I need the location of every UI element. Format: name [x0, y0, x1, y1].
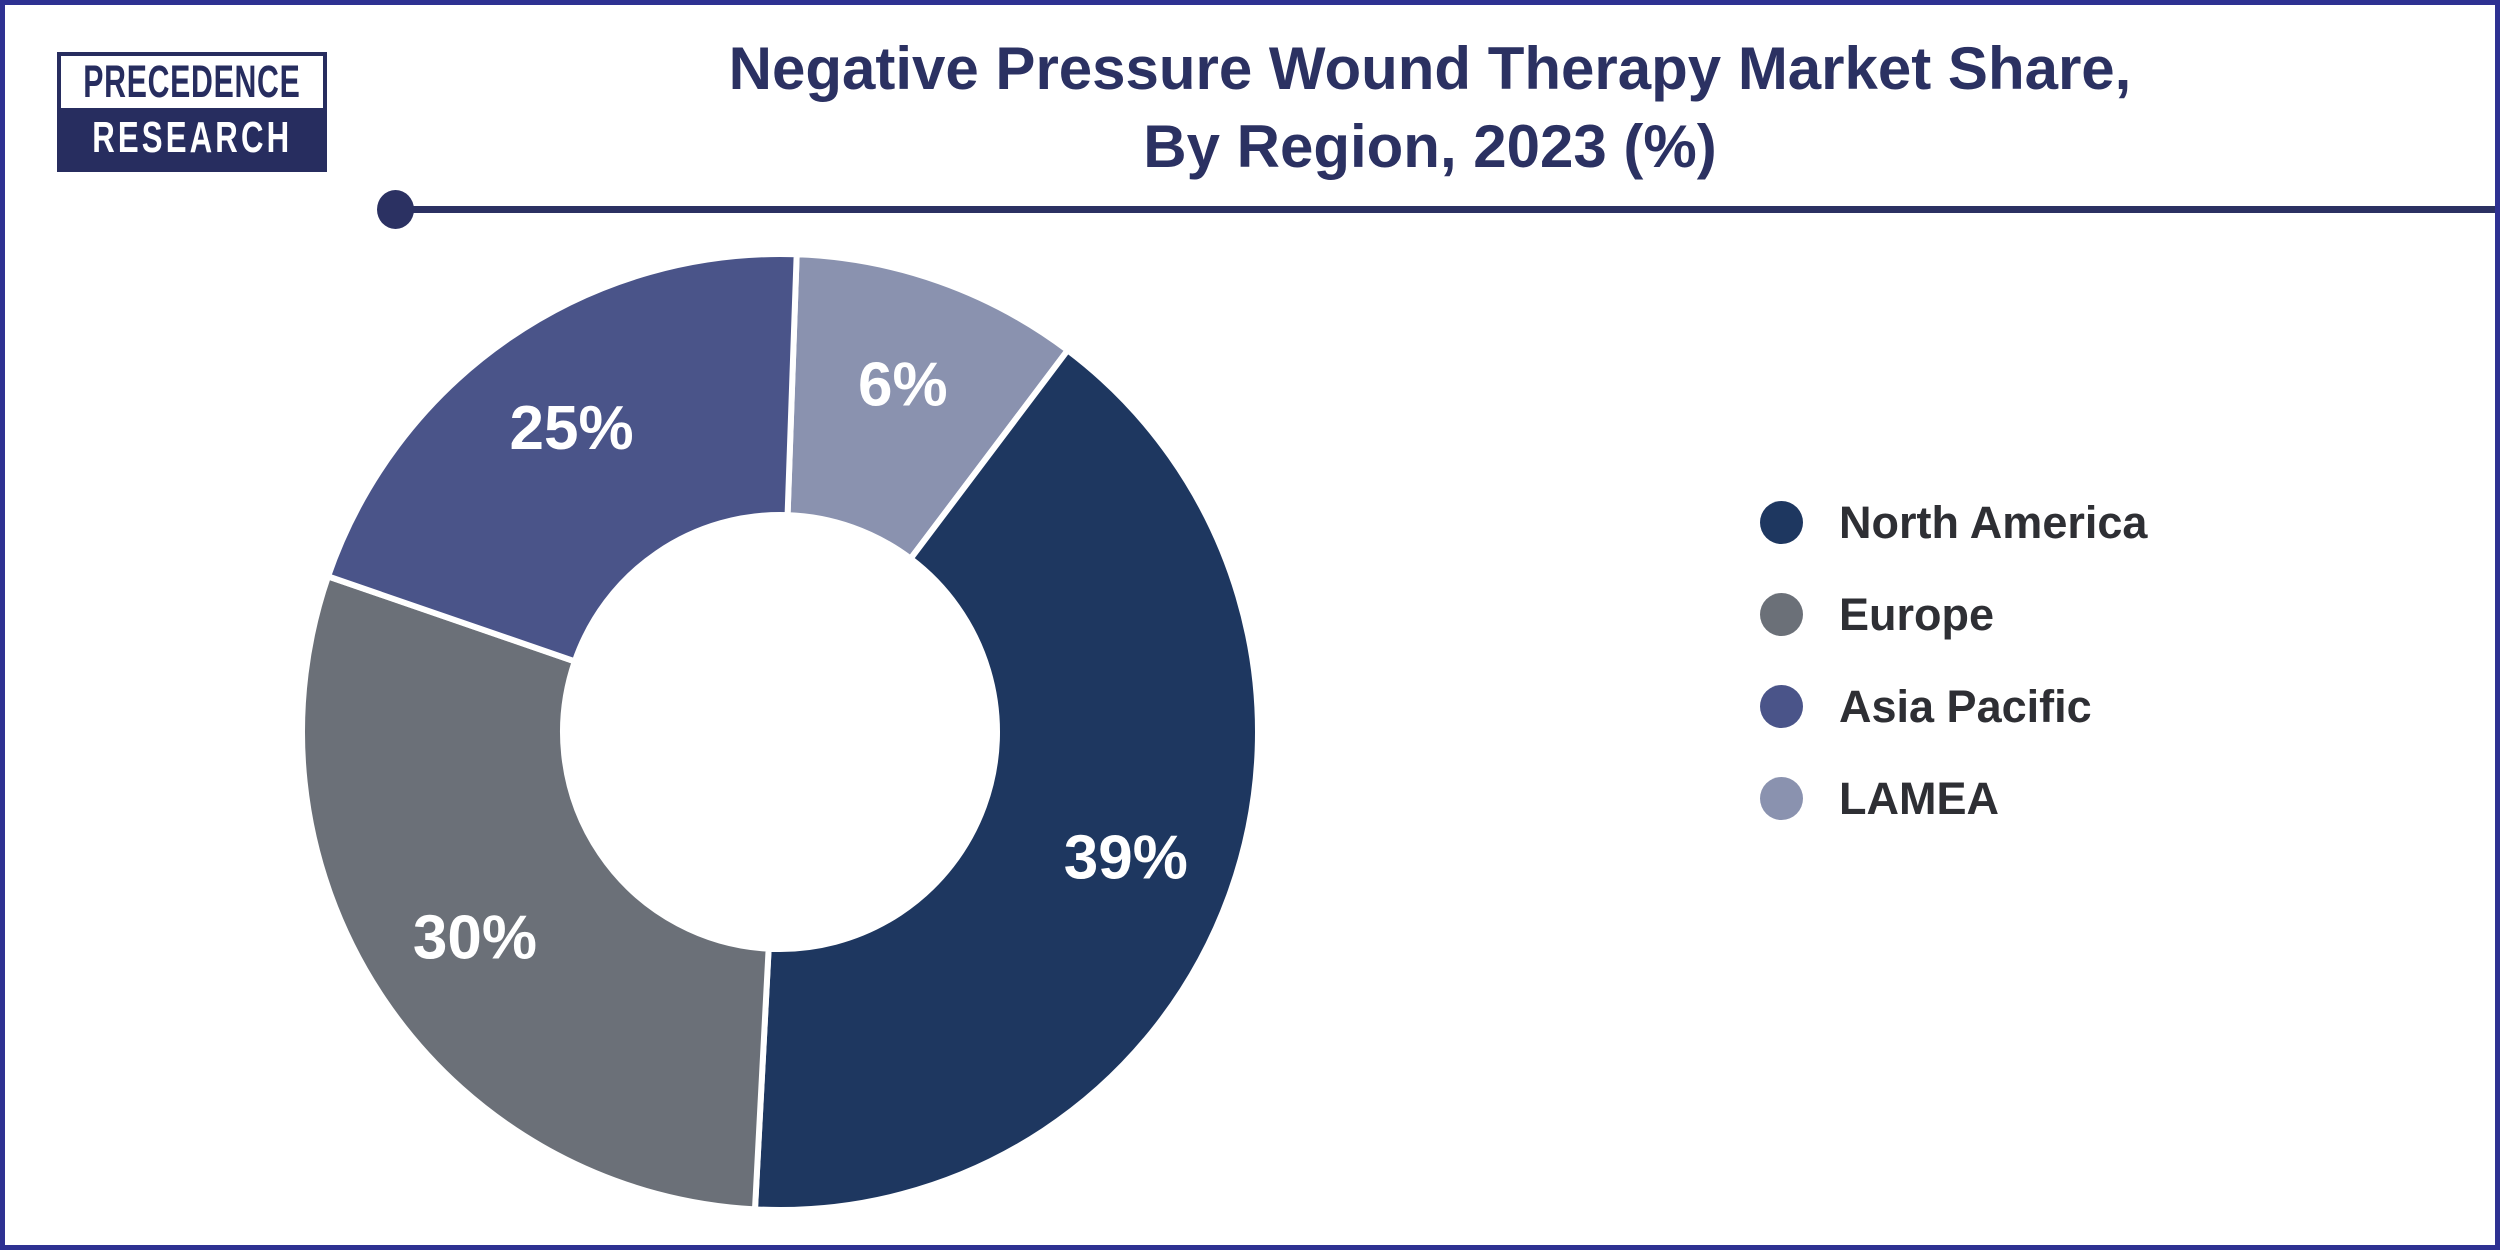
header-rule-line	[412, 206, 2500, 213]
donut-slice-asia-pacific	[325, 251, 800, 665]
slice-label-north-america: 39%	[1064, 823, 1188, 892]
slice-label-asia-pacific: 25%	[510, 394, 634, 463]
chart-title: Negative Pressure Wound Therapy Market S…	[400, 30, 2460, 186]
donut-slice-lamea	[784, 251, 1071, 562]
donut-slice-europe	[299, 573, 772, 1213]
donut-slice-north-america	[751, 347, 1261, 1213]
legend-label: Europe	[1839, 589, 1995, 640]
logo-line1: PRECEDENCE	[83, 56, 301, 107]
slice-label-lamea: 6%	[858, 351, 948, 420]
legend-item-north-america: North America	[1760, 500, 2147, 545]
chart-title-line2: By Region, 2023 (%)	[1143, 113, 1717, 180]
logo-top-band: PRECEDENCE	[61, 56, 323, 108]
legend-swatch-icon	[1760, 501, 1803, 544]
legend-label: North America	[1839, 497, 2148, 548]
legend-item-asia-pacific: Asia Pacific	[1760, 684, 2147, 729]
legend-swatch-icon	[1760, 685, 1803, 728]
legend-item-europe: Europe	[1760, 592, 2147, 637]
header-rule-dot	[377, 190, 414, 229]
legend-item-lamea: LAMEA	[1760, 776, 2147, 821]
legend-label: Asia Pacific	[1839, 681, 2092, 732]
legend-swatch-icon	[1760, 777, 1803, 820]
legend-label: LAMEA	[1839, 773, 1999, 824]
logo-bottom-band: RESEARCH	[61, 108, 323, 168]
chart-legend: North America Europe Asia Pacific LAMEA	[1760, 500, 2147, 821]
slice-label-europe: 30%	[413, 903, 537, 972]
precedence-research-logo: PRECEDENCE RESEARCH	[57, 52, 327, 172]
legend-swatch-icon	[1760, 593, 1803, 636]
chart-title-line1: Negative Pressure Wound Therapy Market S…	[728, 35, 2132, 102]
logo-line2: RESEARCH	[91, 113, 293, 162]
